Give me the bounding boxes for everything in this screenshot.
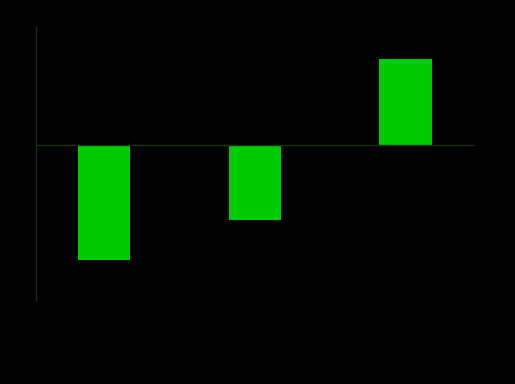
Bar [229, 146, 281, 220]
Bar [78, 146, 130, 260]
Bar [380, 60, 432, 146]
